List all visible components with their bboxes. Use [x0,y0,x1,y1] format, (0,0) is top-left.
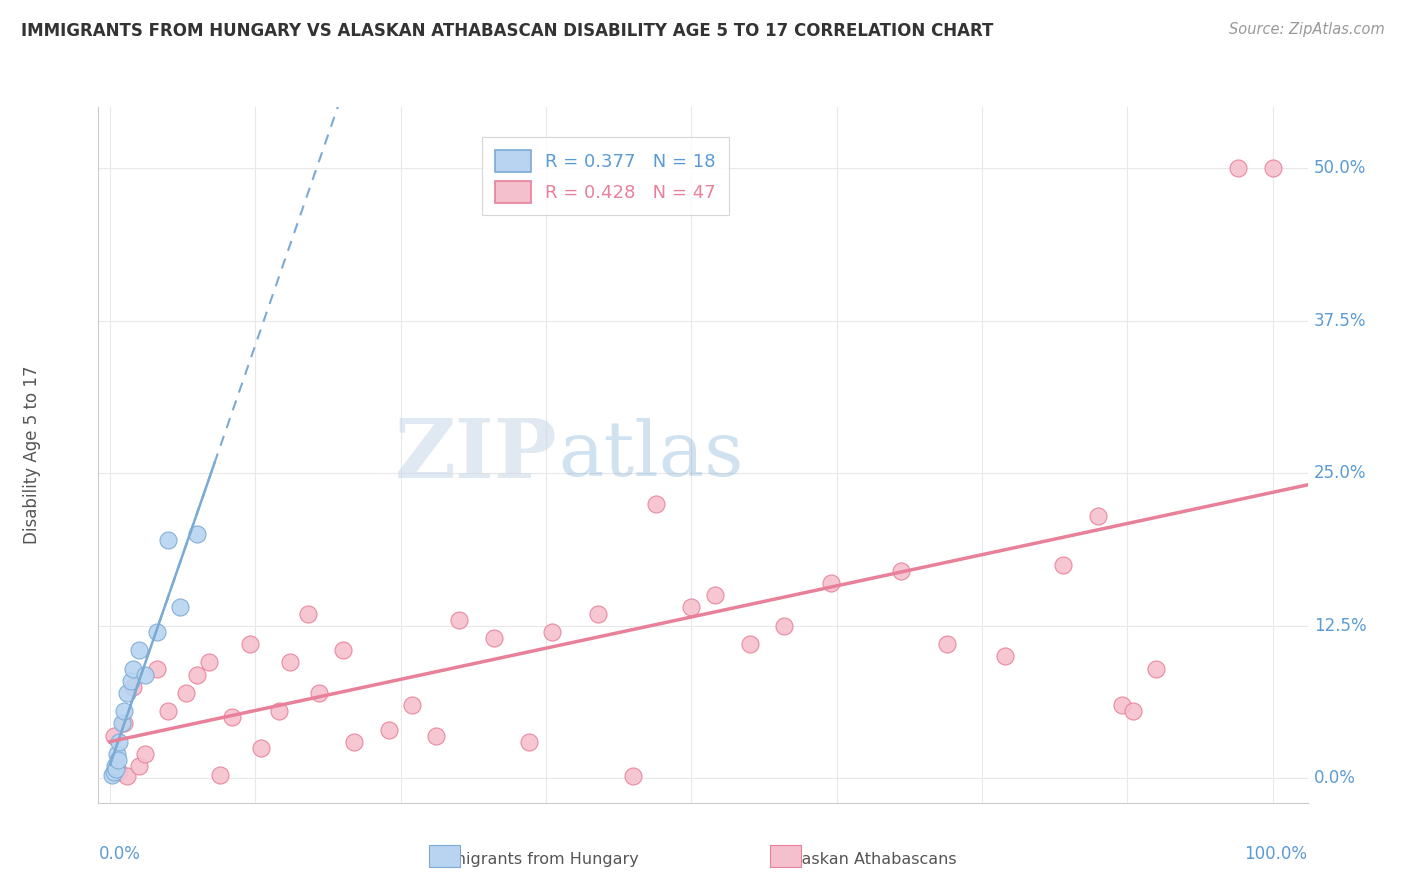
Point [122,680,145,694]
Point [1144,661,1167,675]
Text: Source: ZipAtlas.com: Source: ZipAtlas.com [1229,22,1385,37]
Point [186,667,208,681]
Point [103,765,125,780]
Point [250,740,273,755]
Point [588,607,610,621]
Point [1052,558,1074,572]
Point [104,759,127,773]
Text: 0.0%: 0.0% [98,845,141,863]
Point [104,762,127,776]
Point [936,637,959,651]
Point [128,759,150,773]
Point [645,497,668,511]
Point [401,698,423,713]
Text: 37.5%: 37.5% [1313,311,1367,330]
Point [308,686,330,700]
Point [994,649,1017,664]
Point [117,686,139,700]
Point [209,768,232,782]
Point [738,637,761,651]
Point [297,607,319,621]
Text: 50.0%: 50.0% [1313,159,1367,178]
Point [145,624,167,639]
Point [128,643,150,657]
Text: Disability Age 5 to 17: Disability Age 5 to 17 [22,366,41,544]
Point [482,631,505,645]
Point [540,624,562,639]
Point [621,769,644,783]
Point [239,637,262,651]
Text: ZIP: ZIP [395,415,558,495]
Text: IMMIGRANTS FROM HUNGARY VS ALASKAN ATHABASCAN DISABILITY AGE 5 TO 17 CORRELATION: IMMIGRANTS FROM HUNGARY VS ALASKAN ATHAB… [21,22,994,40]
Point [820,576,842,591]
Text: 0.0%: 0.0% [1313,770,1355,788]
Point [134,667,156,681]
Point [157,533,180,548]
Point [890,564,912,578]
Point [145,661,167,675]
Point [198,656,221,670]
Point [343,735,366,749]
Point [1226,161,1249,175]
Point [111,716,134,731]
Point [267,704,290,718]
Point [447,613,470,627]
Point [425,729,447,743]
Point [103,729,125,743]
Text: 12.5%: 12.5% [1313,616,1367,635]
Point [174,686,197,700]
Point [122,661,145,675]
Point [112,704,135,718]
Point [278,656,301,670]
Point [378,723,401,737]
Text: Alaskan Athabascans: Alaskan Athabascans [786,852,957,867]
Point [108,735,131,749]
Legend: R = 0.377   N = 18, R = 0.428   N = 47: R = 0.377 N = 18, R = 0.428 N = 47 [482,137,728,215]
Point [517,735,540,749]
Point [112,716,135,731]
Point [773,619,796,633]
Point [1122,704,1144,718]
Point [120,673,142,688]
Text: 25.0%: 25.0% [1313,464,1367,483]
Point [703,588,725,602]
Text: Immigrants from Hungary: Immigrants from Hungary [430,852,638,867]
Text: atlas: atlas [558,418,744,491]
Point [108,765,131,780]
Point [105,747,128,761]
Point [1261,161,1284,175]
Point [1111,698,1133,713]
Point [101,768,124,782]
Point [134,747,156,761]
Point [186,527,208,541]
Point [681,600,703,615]
Point [332,643,354,657]
Point [169,600,191,615]
Point [221,710,243,724]
Point [117,769,139,783]
Point [107,753,129,767]
Point [1087,508,1109,523]
Text: 100.0%: 100.0% [1244,845,1308,863]
Point [157,704,180,718]
